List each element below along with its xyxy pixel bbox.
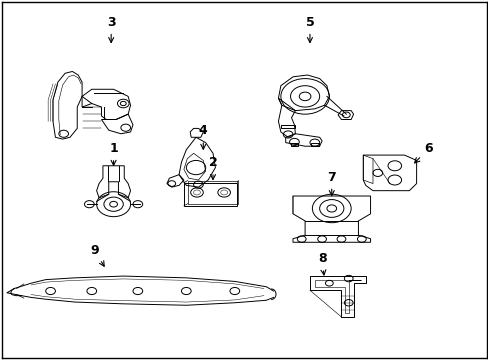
Text: 5: 5 <box>305 16 314 42</box>
Text: 9: 9 <box>90 243 104 266</box>
Text: 2: 2 <box>208 156 217 180</box>
Text: 6: 6 <box>414 142 432 163</box>
Text: 1: 1 <box>109 142 118 165</box>
Text: 7: 7 <box>327 171 335 195</box>
Text: 4: 4 <box>199 124 207 149</box>
Text: 3: 3 <box>107 16 115 42</box>
Text: 8: 8 <box>317 252 325 275</box>
